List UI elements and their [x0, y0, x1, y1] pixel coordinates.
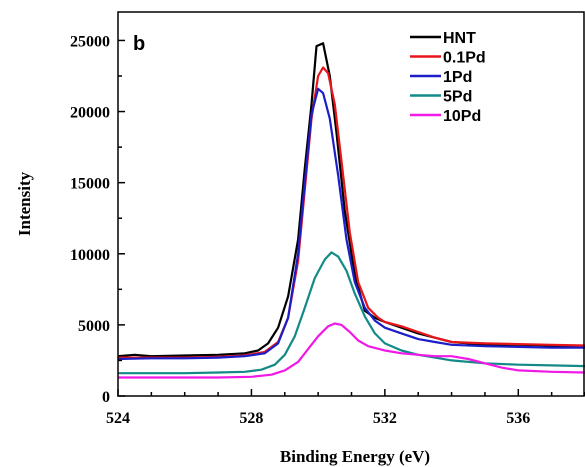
plot-frame	[117, 11, 585, 397]
y-tick-label: 5000	[78, 318, 110, 335]
y-tick-label: 10000	[70, 247, 110, 264]
x-axis-title: Binding Energy (eV)	[280, 447, 430, 466]
x-tick-label: 528	[239, 410, 263, 427]
series-line-10pd	[118, 322, 585, 379]
series-layer	[118, 42, 585, 379]
x-axis: 524 528 532 536	[106, 389, 585, 427]
legend-label: 5Pd	[443, 89, 472, 106]
series-line-5pd	[118, 251, 585, 375]
x-tick-label: 532	[373, 410, 397, 427]
x-tick-label: 536	[506, 410, 530, 427]
series-line-0-1pd	[118, 66, 585, 359]
legend-label: 1Pd	[443, 69, 472, 86]
legend-label: 10Pd	[443, 108, 481, 125]
legend-label: HNT	[443, 30, 476, 47]
y-tick-label: 25000	[70, 33, 110, 50]
x-tick-label: 524	[106, 410, 130, 427]
legend: HNT 0.1Pd 1Pd 5Pd 10Pd	[410, 30, 486, 125]
y-tick-label: 15000	[70, 176, 110, 193]
y-axis-title: Intensity	[15, 171, 34, 236]
y-axis: 0 5000 10000 15000 20000 25000	[70, 33, 125, 406]
legend-label: 0.1Pd	[443, 50, 486, 67]
panel-label: b	[133, 33, 145, 55]
series-line-hnt	[118, 42, 585, 358]
y-tick-label: 0	[102, 389, 110, 406]
y-tick-label: 20000	[70, 105, 110, 122]
series-line-1pd	[118, 87, 585, 361]
